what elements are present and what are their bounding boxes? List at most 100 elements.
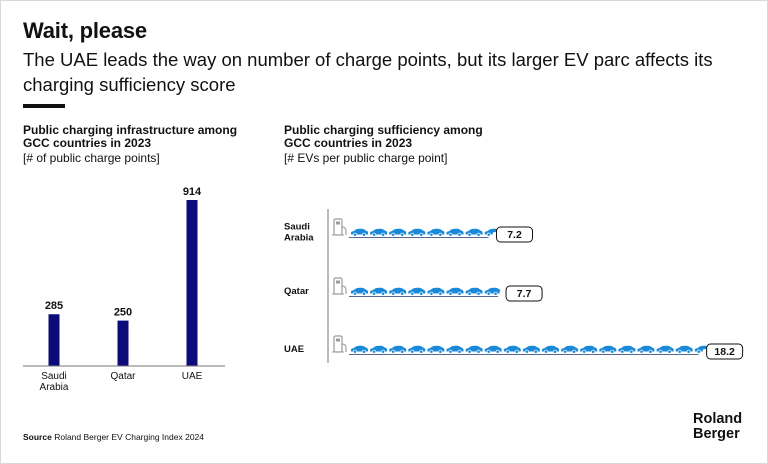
right-chart-unit: [# EVs per public charge point] (284, 151, 448, 165)
car-icon-2-7 (484, 345, 502, 354)
charger-icon-1 (332, 277, 347, 295)
car-wheel-rear (419, 232, 424, 237)
car-icon-2-16 (656, 345, 674, 354)
car-wheel-front (525, 349, 529, 354)
car-wheel-front (372, 232, 377, 237)
x-tick-label-0-1: Arabia (40, 382, 69, 393)
car-wheel-rear (514, 349, 519, 354)
bar-1 (117, 320, 129, 366)
car-wheel-front (486, 291, 491, 296)
car-wheel-front (372, 291, 377, 296)
car-icon-2-13 (599, 345, 617, 354)
car-wheel-front (410, 349, 415, 354)
left-chart-title-line1: Public charging infrastructure among (23, 123, 238, 137)
car-icon-2-15 (637, 345, 655, 354)
car-icon-2-5 (446, 345, 464, 354)
car-wheel-rear (400, 291, 405, 296)
car-wheel-front (544, 349, 548, 354)
car-wheel-front (448, 291, 453, 296)
bar-value-label-2: 914 (183, 186, 202, 198)
car-wheel-front (391, 232, 396, 237)
car-wheel-rear (493, 291, 498, 296)
car-icon-2-12 (580, 345, 598, 354)
car-icon-2-6 (465, 345, 483, 354)
car-wheel-rear (553, 349, 557, 354)
charger-screen (336, 280, 340, 284)
car-icon-2-4 (427, 345, 445, 354)
logo-line1: Roland (693, 411, 743, 427)
car-wheel-rear (438, 349, 443, 354)
car-wheel-rear (610, 349, 615, 354)
car-wheel-front (448, 232, 453, 237)
car-wheel-front (353, 291, 357, 296)
car-wheel-rear (362, 291, 366, 296)
car-wheel-front (639, 349, 644, 354)
car-wheel-rear (476, 349, 481, 354)
source-label: Source (23, 432, 52, 442)
car-wheel-front (429, 349, 434, 354)
car-icon-0-6 (465, 228, 483, 237)
car-wheel-rear (362, 349, 366, 354)
car-icon-2-9 (522, 345, 540, 354)
car-icon-2-8 (503, 345, 521, 354)
car-wheel-front (429, 291, 434, 296)
car-wheel-rear (495, 349, 500, 354)
car-wheel-front (467, 232, 472, 237)
logo-line2: Berger (693, 426, 740, 442)
car-wheel-front (486, 349, 491, 354)
car-wheel-front (410, 291, 415, 296)
car-icon-1-2 (389, 287, 407, 296)
title-underline (23, 104, 65, 108)
car-icon-2-10 (542, 345, 559, 354)
car-wheel-rear (419, 291, 424, 296)
car-icon-1-4 (427, 287, 445, 296)
car-wheel-front (563, 349, 567, 354)
car-wheel-rear (400, 232, 405, 237)
car-icon-0-4 (427, 228, 445, 237)
car-wheel-rear (648, 349, 653, 354)
row-label-2-0: UAE (284, 344, 304, 355)
row-label-1-0: Qatar (284, 286, 309, 297)
car-icon-2-17 (675, 345, 693, 354)
car-icon-2-2 (389, 345, 407, 354)
source-text: Roland Berger EV Charging Index 2024 (54, 432, 204, 442)
car-wheel-front (372, 349, 377, 354)
page-subtitle: The UAE leads the way on number of charg… (23, 49, 713, 95)
car-icon-1-1 (370, 287, 388, 296)
car-wheel-rear (457, 232, 462, 237)
car-wheel-front (448, 349, 453, 354)
row-label-0-0: Saudi (284, 222, 310, 233)
charger-icon-0 (332, 218, 347, 236)
x-tick-label-0-0: Saudi (41, 371, 67, 382)
charger-icon-2 (332, 335, 347, 353)
charger-cable (341, 285, 347, 294)
car-icon-2-11 (561, 345, 579, 354)
row-label-0-1: Arabia (284, 233, 314, 244)
car-wheel-rear (381, 232, 386, 237)
car-icon-partial-1 (484, 287, 501, 296)
car-wheel-front (505, 349, 510, 354)
car-wheel-rear (381, 291, 386, 296)
car-wheel-rear (572, 349, 576, 354)
charger-screen (336, 338, 340, 342)
charger-screen (336, 221, 340, 225)
car-wheel-front (410, 232, 415, 237)
value-badge-label-1: 7.7 (517, 288, 532, 300)
car-icon-2-14 (618, 345, 636, 354)
car-wheel-rear (381, 349, 386, 354)
right-chart-title-line1: Public charging sufficiency among (284, 123, 483, 137)
car-wheel-rear (686, 349, 691, 354)
x-tick-label-2-0: UAE (182, 371, 203, 382)
car-wheel-front (353, 232, 357, 237)
charger-body (333, 277, 343, 295)
car-wheel-front (467, 349, 472, 354)
value-badge-2 (706, 343, 744, 360)
car-wheel-rear (438, 291, 443, 296)
car-icon-partial-0 (484, 228, 500, 237)
bar-0 (48, 314, 60, 366)
value-badge-label-2: 18.2 (714, 346, 735, 358)
car-wheel-front (601, 349, 606, 354)
page-title: Wait, please (23, 18, 147, 43)
car-wheel-front (658, 349, 663, 354)
